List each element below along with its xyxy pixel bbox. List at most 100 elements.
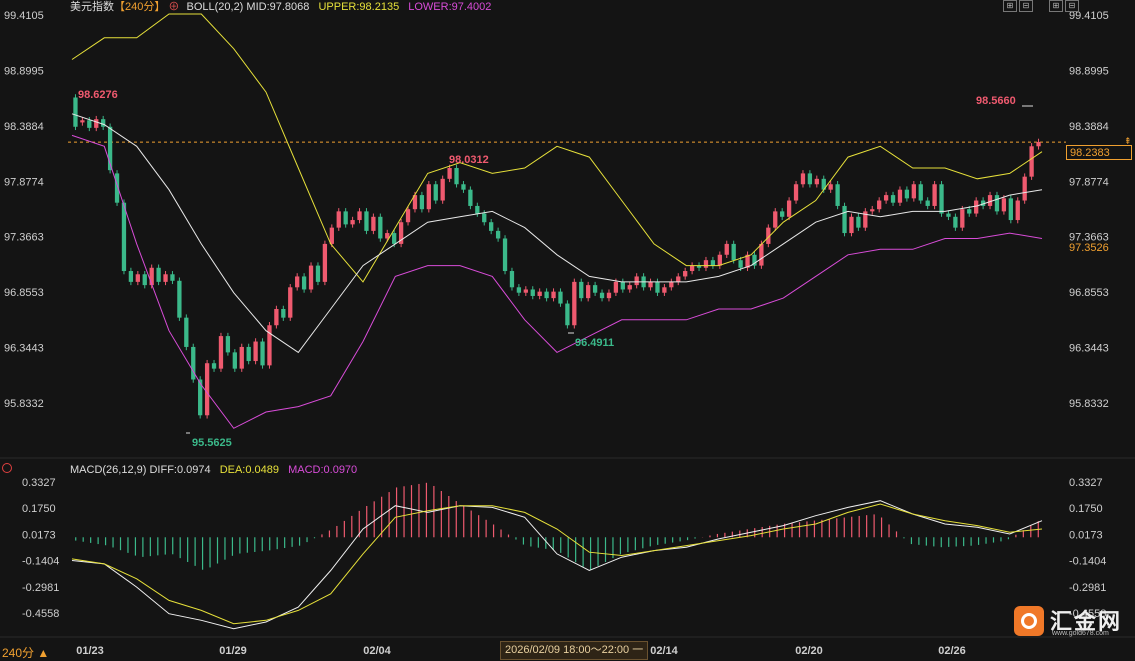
candle-body xyxy=(523,289,528,293)
macd-label[interactable]: MACD(26,12,9) xyxy=(70,464,147,476)
candle-body xyxy=(980,200,986,206)
price-annotation: 98.0312 xyxy=(449,154,489,166)
boll-upper: UPPER:98.2135 xyxy=(318,1,400,13)
macd-tick-left: -0.1404 xyxy=(22,556,59,568)
candle-body xyxy=(454,167,459,185)
candle-body xyxy=(967,209,972,214)
price-tick-left: 97.3663 xyxy=(4,232,44,244)
price-tick-left: 96.8553 xyxy=(4,287,44,299)
candle-body xyxy=(94,119,99,128)
candle-body xyxy=(364,211,369,231)
candle-body xyxy=(1036,141,1041,147)
price-tick-left: 98.3884 xyxy=(4,121,44,133)
candle-body xyxy=(669,281,674,288)
cursor-time-label: 2026/02/09 18:00～22:00 一 xyxy=(500,641,649,660)
candle-body xyxy=(655,281,660,293)
period-label[interactable]: 【240分】 xyxy=(114,1,166,13)
candle-body xyxy=(495,230,501,239)
maximize-icon[interactable]: ⊞ xyxy=(1049,0,1063,12)
candle-body xyxy=(558,291,563,304)
candle-body xyxy=(627,285,632,290)
candle-body xyxy=(516,287,522,293)
candle-body xyxy=(274,308,279,326)
candle-body xyxy=(828,184,833,190)
candle-body xyxy=(378,216,383,239)
candle-body xyxy=(440,178,445,201)
candle-body xyxy=(343,211,348,225)
settings-icon[interactable]: ⊕ xyxy=(168,1,180,13)
candle-body xyxy=(592,285,598,293)
candle-body xyxy=(301,276,307,290)
x-tick-label: 02/04 xyxy=(363,645,391,657)
x-tick-label: 02/14 xyxy=(650,645,678,657)
instrument-name[interactable]: 美元指数 xyxy=(70,1,114,13)
boll-mid: MID:97.8068 xyxy=(246,1,310,13)
macd-value: MACD:0.0970 xyxy=(288,464,358,476)
candle-body xyxy=(149,267,154,286)
macd-diff-line xyxy=(71,500,1043,630)
candle-body xyxy=(565,303,570,326)
macd-tick-right: 0.0173 xyxy=(1069,529,1103,541)
lower-price-tag: 97.3526 xyxy=(1066,241,1132,256)
close-panel-icon[interactable]: ⊟ xyxy=(1065,0,1079,12)
zoom-out-icon[interactable]: ⊟ xyxy=(1019,0,1033,12)
candle-body xyxy=(842,205,847,234)
boll-upper-line xyxy=(71,13,1043,283)
candle-body xyxy=(218,336,224,369)
candle-body xyxy=(807,173,813,185)
candle-body xyxy=(939,184,944,214)
candle-body xyxy=(447,167,452,179)
candle-body xyxy=(710,260,716,266)
candle-body xyxy=(288,287,293,318)
candle-body xyxy=(433,184,438,201)
candle-body xyxy=(911,184,916,199)
logo-mark-icon xyxy=(1014,606,1044,636)
gold678-logo[interactable]: 汇金网 www.gold678.com xyxy=(1012,602,1132,642)
candle-body xyxy=(385,233,390,239)
macd-tick-left: -0.2981 xyxy=(22,582,59,594)
candle-body xyxy=(821,178,826,190)
macd-settings-icon[interactable] xyxy=(2,463,12,473)
candle-body xyxy=(897,189,903,203)
boll-label[interactable]: BOLL(20,2) xyxy=(186,1,244,13)
candle-body xyxy=(960,209,965,228)
candle-body xyxy=(322,243,328,282)
candle-body xyxy=(156,267,161,282)
candle-body xyxy=(260,341,265,366)
price-tick-right: 96.3443 xyxy=(1069,343,1109,355)
candle-body xyxy=(80,120,85,123)
candle-body xyxy=(73,97,78,127)
candle-body xyxy=(766,227,771,244)
candle-body xyxy=(634,276,639,286)
candle-body xyxy=(752,254,757,266)
candle-body xyxy=(676,276,681,282)
period-button[interactable]: 240分 ▲ xyxy=(2,646,50,660)
zoom-in-icon[interactable]: ⊞ xyxy=(1003,0,1017,12)
candle-body xyxy=(350,220,355,225)
candle-body xyxy=(315,265,321,282)
candle-body xyxy=(918,184,923,201)
candle-body xyxy=(107,126,113,171)
price-annotation: 95.5625 xyxy=(192,437,232,449)
candle-body xyxy=(717,254,722,266)
x-tick-label: 02/20 xyxy=(795,645,823,657)
candle-body xyxy=(121,202,127,272)
candle-body xyxy=(461,184,466,190)
candle-body xyxy=(780,211,785,217)
macd-tick-right: 0.3327 xyxy=(1069,477,1103,489)
candle-body xyxy=(87,120,92,128)
candle-body xyxy=(163,274,168,282)
candle-body xyxy=(419,195,425,210)
candle-body xyxy=(648,281,653,288)
macd-tick-right: 0.1750 xyxy=(1069,503,1103,515)
candle-body xyxy=(800,173,806,185)
candle-body xyxy=(371,216,376,231)
main-legend: 美元指数【240分】 ⊕ BOLL(20,2) MID:97.8068 UPPE… xyxy=(70,0,491,14)
candle-body xyxy=(883,195,889,201)
candle-body xyxy=(336,211,341,228)
candle-body xyxy=(170,274,175,281)
price-tick-left: 97.8774 xyxy=(4,176,44,188)
candle-body xyxy=(530,289,535,296)
scroll-up-icon[interactable]: ⇞ xyxy=(1124,136,1132,146)
